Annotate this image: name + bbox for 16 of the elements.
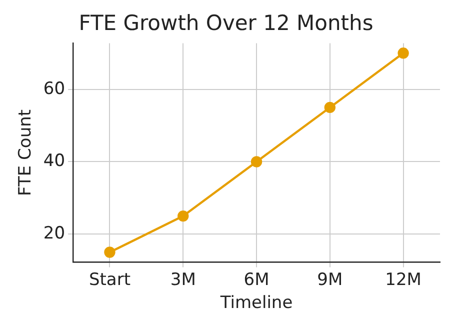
y-tick-label: 20: [43, 224, 66, 244]
point: [250, 156, 262, 168]
y-tick-label: 40: [43, 151, 66, 172]
chart-title: FTE Growth Over 12 Months: [78, 11, 374, 36]
x-axis-title: Timeline: [219, 293, 293, 314]
y-axis-title: FTE Count: [16, 109, 36, 196]
x-tick-label: 12M: [385, 270, 422, 290]
x-tick-label: 3M: [170, 270, 196, 290]
x-tick-label: 6M: [244, 270, 270, 290]
point: [104, 246, 116, 258]
point: [178, 210, 189, 222]
x-tick-label: Start: [88, 270, 131, 290]
x-tick-label: 9M: [317, 270, 343, 290]
point: [398, 48, 409, 59]
point: [324, 102, 336, 114]
y-tick-label: 60: [43, 78, 66, 99]
